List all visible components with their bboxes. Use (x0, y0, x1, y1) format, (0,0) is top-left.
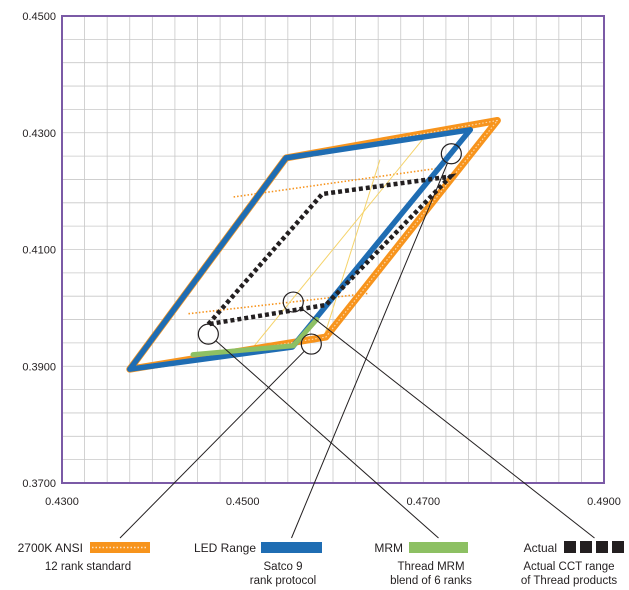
callout-circle (197, 323, 219, 345)
legend-swatch-mrm (409, 542, 468, 553)
legend-swatch-block (596, 541, 608, 553)
callouts (119, 143, 595, 539)
legend-label-actual: Actual (524, 541, 557, 555)
callout-leader-line (215, 340, 439, 539)
legend: 2700K ANSI 12 rank standard LED Range Satco… (18, 541, 624, 587)
y-tick-label: 0.3900 (22, 361, 56, 373)
ansi-rank-line (246, 138, 424, 355)
legend-swatch-led (261, 542, 322, 553)
x-tick-label: 0.4700 (407, 496, 441, 508)
callout-leader-line (291, 162, 448, 539)
legend-sublabel-led: Satco 9 (264, 561, 303, 573)
ansi-rank-line (188, 292, 370, 315)
legend-label-ansi: 2700K ANSI (18, 541, 83, 555)
legend-sublabel-actual: of Thread products (521, 575, 618, 587)
series-actual (206, 173, 457, 327)
series (126, 117, 501, 373)
ansi-rank-line (323, 159, 381, 338)
y-tick-label: 0.4300 (22, 128, 56, 140)
callout-circle (300, 333, 322, 355)
legend-swatch-block (564, 541, 576, 553)
series-led-range (127, 127, 474, 372)
callout-leader-line (119, 350, 305, 539)
x-tick-label: 0.4900 (587, 496, 621, 508)
ansi-rank-lines (188, 138, 442, 355)
legend-swatch-block (580, 541, 592, 553)
plot-border (61, 15, 605, 484)
legend-sublabel-ansi: 12 rank standard (45, 561, 131, 573)
y-tick-label: 0.3700 (22, 478, 56, 490)
axis-ticks: 0.4500 0.4300 0.4100 0.3900 0.3700 0.4300 0.45… (22, 11, 620, 508)
y-tick-label: 0.4500 (22, 11, 56, 23)
plot-frame (61, 15, 605, 484)
legend-sublabel-mrm: blend of 6 ranks (390, 575, 472, 587)
legend-sublabel-led: rank protocol (250, 575, 316, 587)
legend-label-mrm: MRM (374, 541, 403, 555)
callout-circle (440, 143, 462, 165)
legend-label-led: LED Range (194, 541, 256, 555)
x-tick-label: 0.4300 (45, 496, 79, 508)
callout-leader-line (300, 307, 595, 539)
legend-sublabel-actual: Actual CCT range (523, 561, 614, 573)
legend-swatch-block (612, 541, 624, 553)
x-tick-label: 0.4500 (226, 496, 260, 508)
legend-sublabel-mrm: Thread MRM (397, 561, 464, 573)
grid (62, 16, 604, 483)
series-mrm (190, 317, 320, 358)
callout-circle (282, 291, 304, 313)
y-tick-label: 0.4100 (22, 245, 56, 257)
